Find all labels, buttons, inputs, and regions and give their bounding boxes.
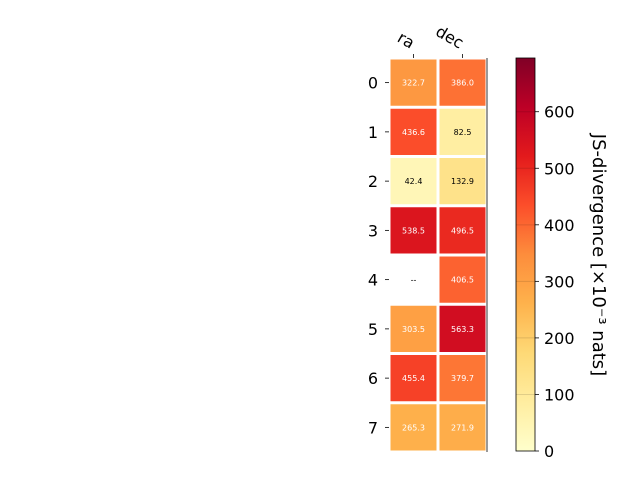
heatmap-cell <box>439 108 486 155</box>
cell-value-label: 436.6 <box>402 128 425 137</box>
colorbar-tick-label: 300 <box>544 272 575 291</box>
colorbar-tick-label: 400 <box>544 216 575 235</box>
heatmap-cell <box>439 355 486 402</box>
y-tick-label: 6 <box>368 369 378 388</box>
colorbar-tick-label: 500 <box>544 159 575 178</box>
heatmap-cell <box>390 305 437 352</box>
heatmap-cell <box>390 108 437 155</box>
colorbar-tick-label: 100 <box>544 385 575 404</box>
y-tick-label: 3 <box>368 221 378 240</box>
cell-value-label: -- <box>411 276 417 285</box>
colorbar-tick-label: 0 <box>544 442 554 461</box>
heatmap-cell <box>439 404 486 451</box>
heatmap-cell <box>390 59 437 106</box>
cell-value-label: 379.7 <box>451 374 474 383</box>
cell-value-label: 271.9 <box>451 423 474 432</box>
y-tick-label: 0 <box>368 74 378 93</box>
heatmap-cell <box>390 207 437 254</box>
cell-value-label: 496.5 <box>451 226 474 235</box>
cell-value-label: 82.5 <box>454 128 472 137</box>
colorbar-label: JS-divergence [×10⁻³ nats] <box>588 133 609 376</box>
cell-value-label: 322.7 <box>402 79 425 88</box>
cell-value-label: 265.3 <box>402 423 425 432</box>
x-tick-label: ra <box>394 28 418 53</box>
cell-value-label: 455.4 <box>402 374 425 383</box>
heatmap-cell <box>439 305 486 352</box>
y-tick-labels: 0 1 2 3 4 5 6 7 <box>368 74 389 437</box>
colorbar-tick-label: 200 <box>544 329 575 348</box>
heatmap-cell <box>439 207 486 254</box>
cell-value-label: 132.9 <box>451 177 474 186</box>
y-tick-label: 4 <box>368 271 378 290</box>
x-tick-label: dec <box>433 22 467 53</box>
cell-value-label: 42.4 <box>405 177 423 186</box>
heatmap-cell <box>439 256 486 303</box>
y-tick-label: 7 <box>368 418 378 437</box>
heatmap-cell <box>439 59 486 106</box>
cell-value-label: 303.5 <box>402 325 425 334</box>
colorbar-gradient <box>515 57 536 452</box>
y-tick-label: 5 <box>368 320 378 339</box>
heatmap-cells <box>390 59 486 451</box>
heatmap-cell-labels: 322.7 386.0 436.6 82.5 42.4 132.9 538.5 496.5 --… <box>402 79 474 433</box>
x-tick-labels: ra dec <box>394 22 467 58</box>
colorbar: 0 100 200 300 400 500 600 <box>515 57 575 461</box>
cell-value-label: 538.5 <box>402 226 425 235</box>
y-tick-label: 2 <box>368 172 378 191</box>
colorbar-tick-label: 600 <box>544 103 575 122</box>
cell-value-label: 386.0 <box>451 79 474 88</box>
y-tick-label: 1 <box>368 123 378 142</box>
heatmap-cell <box>390 355 437 402</box>
heatmap-cell <box>390 158 437 205</box>
cell-value-label: 406.5 <box>451 276 474 285</box>
cell-value-label: 563.3 <box>451 325 474 334</box>
heatmap-cell <box>439 158 486 205</box>
heatmap-cell <box>390 404 437 451</box>
